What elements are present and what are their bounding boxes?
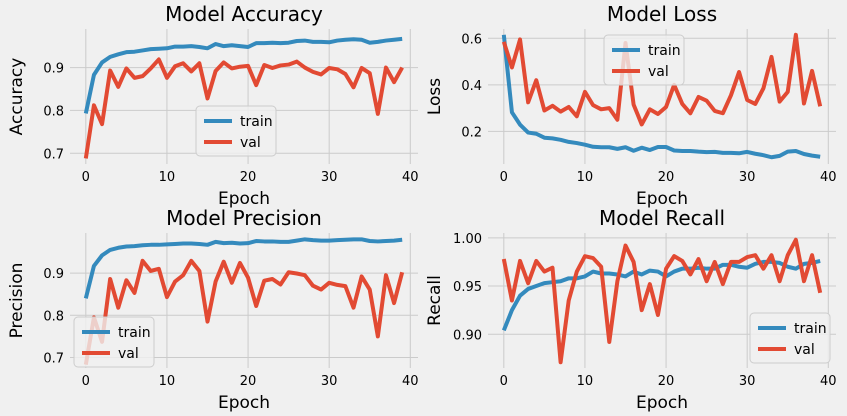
- y-tick-label: 0.9: [43, 267, 64, 282]
- chart-title: Model Loss: [607, 2, 717, 26]
- chart-panel: 0 10 20 30 40 0.7 0.8 0.9 Model Accuracy Epoch Acc…: [7, 2, 419, 209]
- x-tick-label: 20: [240, 170, 257, 185]
- x-axis-label: Epoch: [218, 393, 270, 413]
- x-tick-label: 20: [658, 374, 675, 389]
- y-tick-label: 0.8: [43, 309, 64, 324]
- legend-label-train: train: [794, 321, 827, 337]
- chart-title: Model Recall: [599, 206, 725, 230]
- chart-title: Model Accuracy: [165, 2, 323, 26]
- chart-panel: 0 10 20 30 40 0.7 0.8 0.9 Model Precision Epoch Pr…: [7, 206, 419, 413]
- series-line-val: [83, 258, 405, 365]
- x-tick-label: 30: [739, 374, 756, 389]
- legend-label-train: train: [118, 325, 151, 341]
- y-tick-label: 0.9: [43, 62, 64, 77]
- x-tick-label: 0: [500, 374, 508, 389]
- x-tick-label: 40: [820, 170, 837, 185]
- legend: train val: [603, 34, 685, 86]
- x-tick-label: 30: [739, 170, 756, 185]
- series-line-train: [501, 34, 821, 160]
- y-axis-label: Accuracy: [7, 58, 27, 136]
- legend: train val: [73, 316, 155, 368]
- y-tick-label: 0.7: [43, 147, 64, 162]
- x-tick-label: 10: [159, 170, 176, 185]
- y-tick-label: 0.8: [43, 104, 64, 119]
- x-tick-label: 20: [658, 170, 675, 185]
- series-line-train: [83, 36, 403, 114]
- legend-label-val: val: [118, 346, 139, 362]
- legend-label-val: val: [794, 342, 815, 358]
- x-axis-label: Epoch: [636, 189, 688, 209]
- x-tick-label: 40: [402, 374, 419, 389]
- y-tick-label: 0.7: [43, 351, 64, 366]
- x-tick-label: 40: [820, 374, 837, 389]
- y-tick-label: 0.6: [461, 32, 482, 47]
- y-axis-label: Precision: [7, 263, 27, 339]
- legend: train val: [749, 312, 831, 364]
- x-tick-label: 0: [82, 374, 90, 389]
- x-tick-label: 20: [240, 374, 257, 389]
- x-tick-label: 0: [82, 170, 90, 185]
- legend-label-val: val: [648, 64, 669, 80]
- chart-panel: 0 10 20 30 40 0.90 0.95 1.00 Model Recall Epoch Re…: [425, 206, 837, 413]
- series-line-train: [83, 237, 403, 299]
- series-line-val: [501, 237, 823, 365]
- x-axis-label: Epoch: [636, 393, 688, 413]
- y-tick-label: 1.00: [453, 232, 482, 247]
- x-tick-label: 10: [577, 170, 594, 185]
- chart-panel: 0 10 20 30 40 0.2 0.4 0.6 Model Loss Epoch Loss tra…: [425, 2, 837, 209]
- chart-title: Model Precision: [166, 206, 322, 230]
- y-tick-label: 0.90: [453, 328, 482, 343]
- y-tick-label: 0.95: [453, 280, 482, 295]
- y-tick-label: 0.4: [461, 79, 482, 94]
- legend-label-val: val: [240, 135, 261, 151]
- series-line-val: [83, 57, 404, 159]
- legend-label-train: train: [240, 114, 273, 130]
- legend: train val: [195, 105, 277, 157]
- x-tick-label: 30: [321, 374, 338, 389]
- x-axis-label: Epoch: [218, 189, 270, 209]
- x-tick-label: 10: [577, 374, 594, 389]
- x-tick-label: 40: [402, 170, 419, 185]
- y-axis-label: Loss: [425, 78, 445, 115]
- series-line-val: [501, 32, 823, 127]
- x-tick-label: 0: [500, 170, 508, 185]
- x-tick-label: 10: [159, 374, 176, 389]
- x-tick-label: 30: [321, 170, 338, 185]
- y-axis-label: Recall: [425, 275, 445, 326]
- legend-label-train: train: [648, 43, 681, 59]
- y-tick-label: 0.2: [461, 125, 482, 140]
